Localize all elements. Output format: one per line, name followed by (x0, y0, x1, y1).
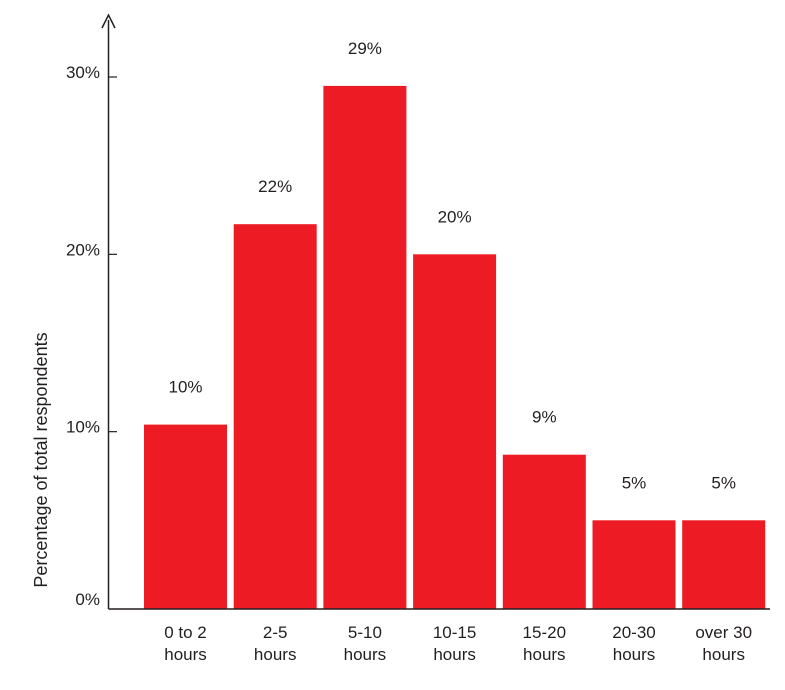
category-labels-group: 0 to 2 hours 2-5 hours 5-10 hours 10-15 hours 15… (164, 623, 752, 664)
bar-value-label: 9% (532, 408, 557, 427)
bar (502, 454, 586, 609)
bar-value-label: 5% (622, 473, 647, 492)
category-label-unit: hours (433, 645, 476, 664)
y-axis-title: Percentage of total respondents (31, 332, 51, 587)
category-label-unit: hours (523, 645, 566, 664)
axes-group (101, 13, 770, 610)
bar-value-label: 5% (711, 473, 736, 492)
category-label-unit: hours (613, 645, 656, 664)
bar (592, 520, 676, 609)
bar (233, 224, 317, 609)
bar-value-label: 22% (258, 177, 292, 196)
y-tick-label: 0% (75, 590, 100, 609)
bar-value-label: 29% (348, 39, 382, 58)
y-ticks-group: 0% 10% 20% 30% (66, 63, 117, 609)
y-tick-label: 10% (66, 418, 100, 437)
category-label: 0 to 2 (164, 623, 207, 642)
y-tick-label: 30% (66, 63, 100, 82)
category-label: over 30 (695, 623, 752, 642)
category-label-unit: hours (702, 645, 745, 664)
category-label-unit: hours (344, 645, 387, 664)
bar (413, 254, 497, 610)
bar-value-label: 10% (168, 378, 202, 397)
bars-group (144, 85, 766, 610)
category-label-unit: hours (254, 645, 297, 664)
category-label: 10-15 (433, 623, 476, 642)
category-label-unit: hours (164, 645, 207, 664)
y-axis-arrow-icon (101, 13, 116, 29)
bar (144, 424, 227, 609)
category-label: 2-5 (263, 623, 288, 642)
category-label: 20-30 (612, 623, 655, 642)
bar-value-label: 20% (438, 207, 472, 226)
bar (682, 520, 766, 609)
y-tick-label: 20% (66, 240, 100, 259)
bar (323, 85, 407, 609)
category-label: 15-20 (523, 623, 566, 642)
category-label: 5-10 (348, 623, 382, 642)
data-labels-group: 10% 22% 29% 20% 9% 5% 5% (168, 39, 736, 492)
